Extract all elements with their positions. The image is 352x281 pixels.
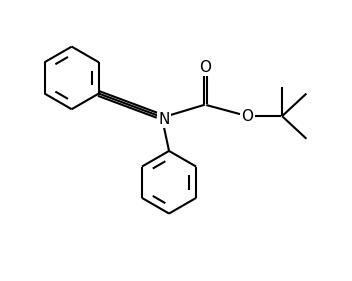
Text: O: O — [241, 109, 253, 124]
Text: O: O — [200, 60, 212, 75]
Text: N: N — [158, 112, 170, 127]
